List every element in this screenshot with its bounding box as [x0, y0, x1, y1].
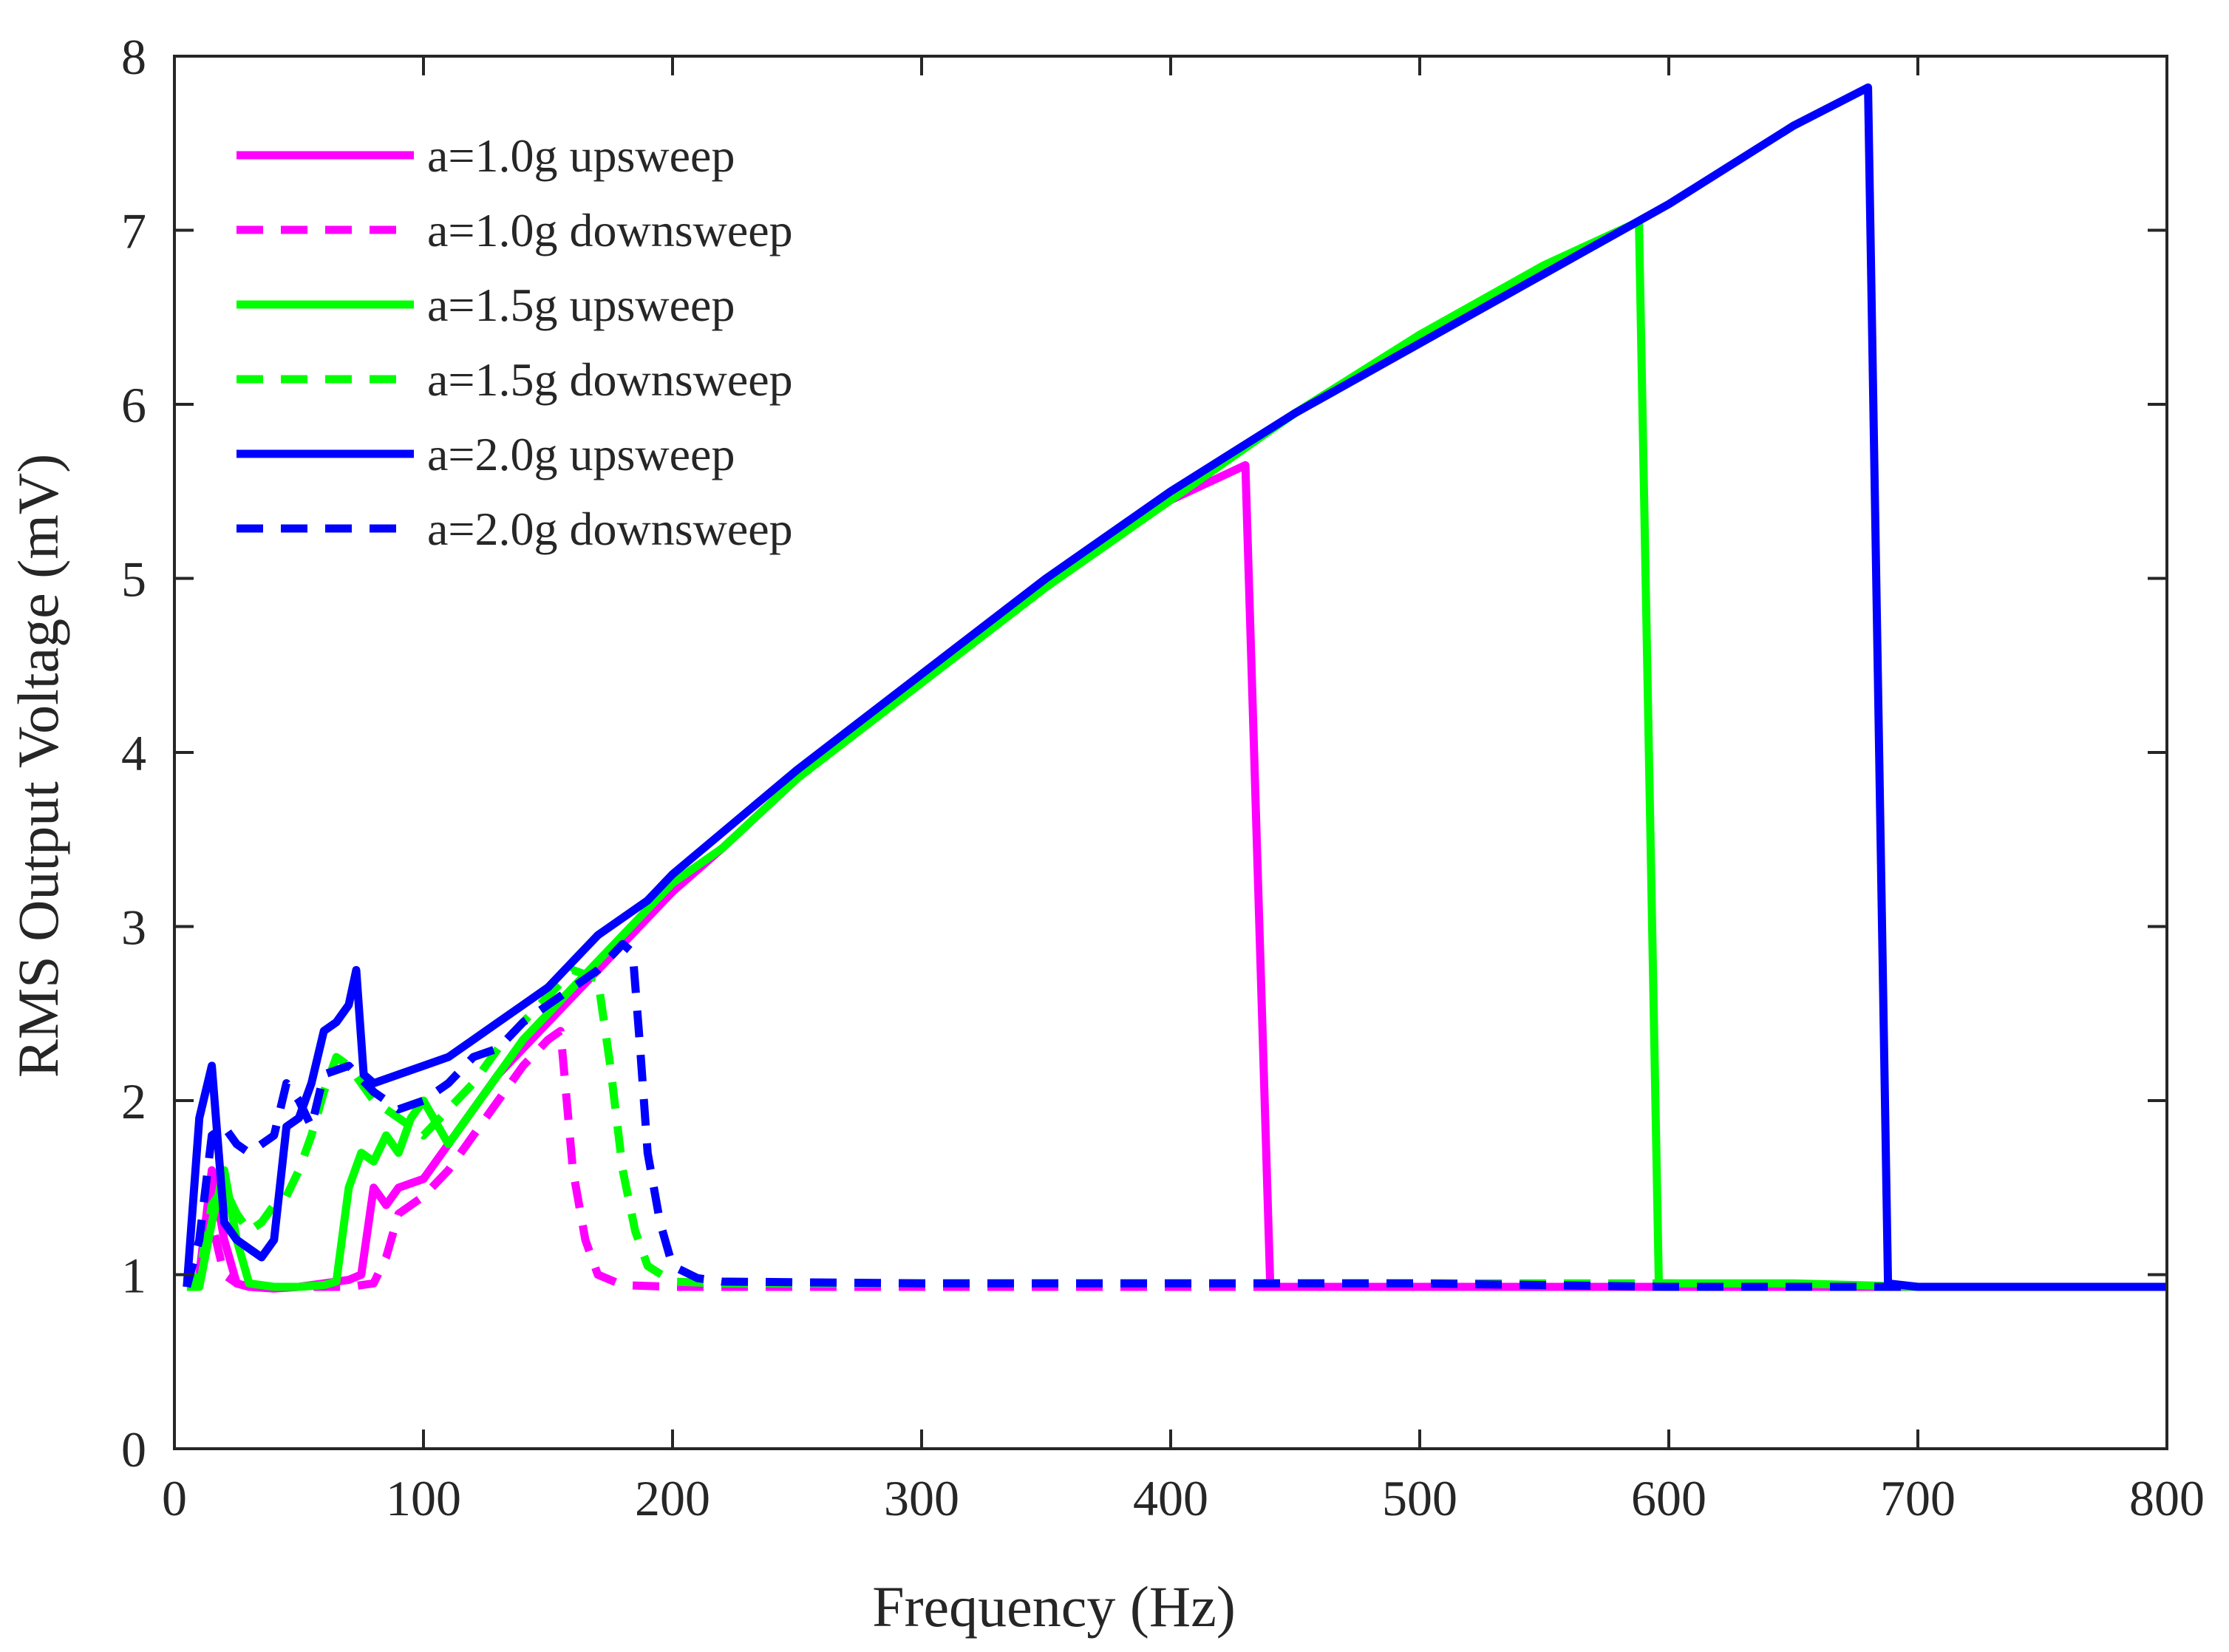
y-tick-label: 6 [121, 377, 146, 433]
series-line-5 [183, 83, 2167, 1291]
y-axis-ticks: 0 1 2 3 4 5 6 7 8 [121, 29, 2167, 1478]
y-tick-label: 1 [121, 1248, 146, 1304]
legend: a=1.0g upsweep a=1.0g downsweep a=1.5g ups… [236, 129, 793, 555]
x-tick-label: 600 [1631, 1470, 1706, 1526]
y-tick-label: 8 [121, 29, 146, 85]
y-tick-label: 4 [121, 725, 146, 781]
y-tick-label: 2 [121, 1073, 146, 1129]
x-tick-label: 400 [1133, 1470, 1208, 1526]
series-line-4 [183, 965, 2167, 1291]
x-tick-label: 0 [162, 1470, 187, 1526]
legend-label-2: a=1.0g downsweep [427, 204, 793, 256]
legend-label-4: a=1.5g downsweep [427, 353, 793, 406]
y-tick-label: 3 [121, 900, 146, 956]
legend-label-3: a=1.5g upsweep [427, 279, 735, 331]
y-tick-label: 0 [121, 1421, 146, 1478]
x-tick-label: 800 [2129, 1470, 2205, 1526]
x-tick-label: 500 [1382, 1470, 1457, 1526]
x-tick-label: 300 [884, 1470, 959, 1526]
x-axis-ticks: 0 100 200 300 400 500 600 700 800 [162, 56, 2205, 1526]
x-tick-label: 200 [635, 1470, 710, 1526]
legend-label-6: a=2.0g downsweep [427, 503, 793, 555]
y-axis-label: RMS Output Voltage (mV) [6, 454, 70, 1078]
x-tick-label: 700 [1880, 1470, 1956, 1526]
y-tick-label: 7 [121, 203, 146, 259]
y-tick-label: 5 [121, 551, 146, 608]
plot-area [183, 83, 2167, 1293]
x-axis-label: Frequency (Hz) [872, 1574, 1236, 1639]
legend-label-1: a=1.0g upsweep [427, 129, 735, 182]
series-line-6 [183, 939, 2167, 1291]
x-tick-label: 100 [386, 1470, 461, 1526]
legend-label-5: a=2.0g upsweep [427, 428, 735, 480]
